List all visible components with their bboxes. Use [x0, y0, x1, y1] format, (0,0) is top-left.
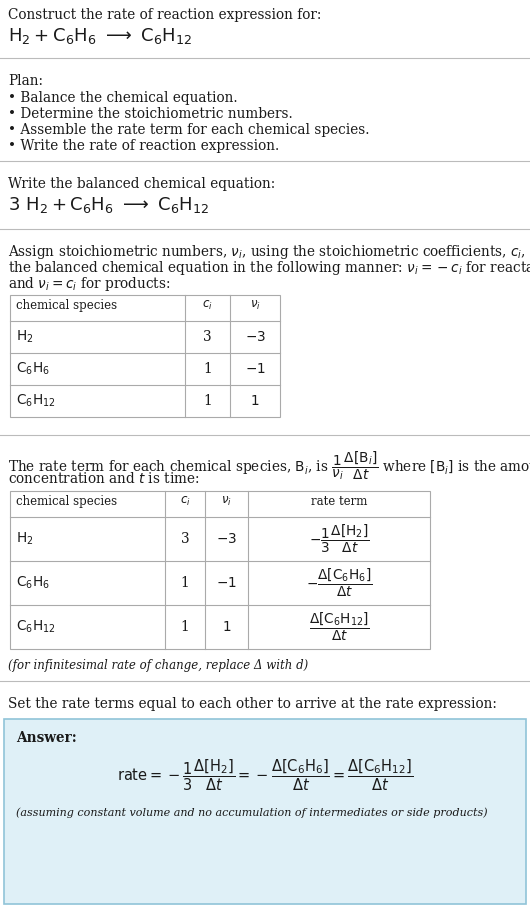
Text: $\nu_i$: $\nu_i$: [221, 495, 232, 508]
Text: $\mathrm{H_2}$: $\mathrm{H_2}$: [16, 329, 33, 345]
Text: 1: 1: [181, 576, 189, 590]
Text: 1: 1: [203, 362, 212, 376]
Text: $-\dfrac{\Delta[\mathrm{C_6H_6}]}{\Delta t}$: $-\dfrac{\Delta[\mathrm{C_6H_6}]}{\Delta…: [306, 567, 372, 599]
Text: • Write the rate of reaction expression.: • Write the rate of reaction expression.: [8, 139, 279, 153]
Text: Set the rate terms equal to each other to arrive at the rate expression:: Set the rate terms equal to each other t…: [8, 697, 497, 711]
Text: $-\dfrac{1}{3}\dfrac{\Delta[\mathrm{H_2}]}{\Delta t}$: $-\dfrac{1}{3}\dfrac{\Delta[\mathrm{H_2}…: [308, 523, 369, 555]
Text: Construct the rate of reaction expression for:: Construct the rate of reaction expressio…: [8, 8, 321, 22]
Text: and $\nu_i = c_i$ for products:: and $\nu_i = c_i$ for products:: [8, 275, 171, 293]
Text: Write the balanced chemical equation:: Write the balanced chemical equation:: [8, 177, 275, 191]
Text: $-1$: $-1$: [245, 362, 266, 376]
Text: (for infinitesimal rate of change, replace Δ with d): (for infinitesimal rate of change, repla…: [8, 659, 308, 672]
Text: Assign stoichiometric numbers, $\nu_i$, using the stoichiometric coefficients, $: Assign stoichiometric numbers, $\nu_i$, …: [8, 243, 530, 261]
Text: 3: 3: [203, 330, 212, 344]
Text: • Balance the chemical equation.: • Balance the chemical equation.: [8, 91, 237, 105]
Text: the balanced chemical equation in the following manner: $\nu_i = -c_i$ for react: the balanced chemical equation in the fo…: [8, 259, 530, 277]
FancyBboxPatch shape: [4, 719, 526, 904]
Text: $c_i$: $c_i$: [180, 495, 190, 508]
Text: concentration and $t$ is time:: concentration and $t$ is time:: [8, 471, 200, 486]
Text: (assuming constant volume and no accumulation of intermediates or side products): (assuming constant volume and no accumul…: [16, 807, 488, 817]
Text: Answer:: Answer:: [16, 731, 77, 745]
Text: $\mathrm{H_2 + C_6H_6 \ \longrightarrow \ C_6H_{12}}$: $\mathrm{H_2 + C_6H_6 \ \longrightarrow …: [8, 26, 192, 46]
Text: The rate term for each chemical species, $\mathrm{B}_i$, is $\dfrac{1}{\nu_i}\df: The rate term for each chemical species,…: [8, 449, 530, 481]
FancyBboxPatch shape: [10, 491, 430, 649]
Text: $\mathrm{H_2}$: $\mathrm{H_2}$: [16, 531, 33, 547]
Text: $\mathrm{C_6H_{12}}$: $\mathrm{C_6H_{12}}$: [16, 393, 56, 410]
FancyBboxPatch shape: [10, 295, 280, 417]
Text: Plan:: Plan:: [8, 74, 43, 88]
Text: $\mathrm{C_6H_6}$: $\mathrm{C_6H_6}$: [16, 360, 50, 378]
Text: • Assemble the rate term for each chemical species.: • Assemble the rate term for each chemic…: [8, 123, 369, 137]
Text: $\mathrm{rate} = -\dfrac{1}{3}\dfrac{\Delta[\mathrm{H_2}]}{\Delta t} = -\dfrac{\: $\mathrm{rate} = -\dfrac{1}{3}\dfrac{\De…: [117, 757, 413, 793]
Text: chemical species: chemical species: [16, 495, 117, 508]
Text: $1$: $1$: [250, 394, 260, 408]
Text: $-1$: $-1$: [216, 576, 237, 590]
Text: chemical species: chemical species: [16, 299, 117, 312]
Text: $\mathrm{3\ H_2 + C_6H_6 \ \longrightarrow \ C_6H_{12}}$: $\mathrm{3\ H_2 + C_6H_6 \ \longrightarr…: [8, 195, 209, 215]
Text: $\mathrm{C_6H_6}$: $\mathrm{C_6H_6}$: [16, 575, 50, 592]
Text: $\nu_i$: $\nu_i$: [250, 299, 260, 312]
Text: 1: 1: [181, 620, 189, 634]
Text: $-3$: $-3$: [216, 532, 237, 546]
Text: 3: 3: [181, 532, 189, 546]
Text: • Determine the stoichiometric numbers.: • Determine the stoichiometric numbers.: [8, 107, 293, 121]
Text: 1: 1: [203, 394, 212, 408]
Text: $-3$: $-3$: [244, 330, 266, 344]
Text: $c_i$: $c_i$: [202, 299, 213, 312]
Text: $\dfrac{\Delta[\mathrm{C_6H_{12}}]}{\Delta t}$: $\dfrac{\Delta[\mathrm{C_6H_{12}}]}{\Del…: [308, 611, 369, 643]
Text: $\mathrm{C_6H_{12}}$: $\mathrm{C_6H_{12}}$: [16, 619, 56, 635]
Text: $1$: $1$: [222, 620, 231, 634]
Text: rate term: rate term: [311, 495, 367, 508]
